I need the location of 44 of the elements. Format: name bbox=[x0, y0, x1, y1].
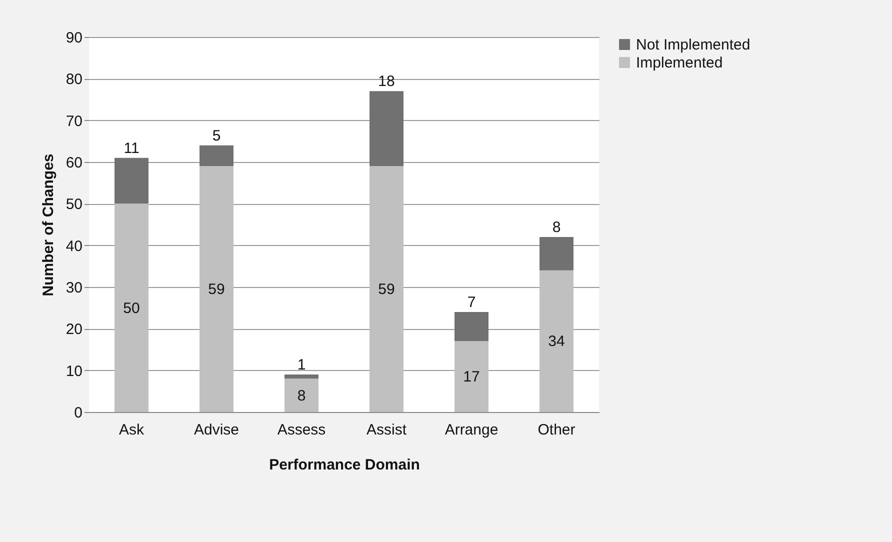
x-tick-label: Advise bbox=[194, 422, 240, 438]
y-tick-label: 0 bbox=[74, 404, 82, 422]
data-label: 8 bbox=[297, 387, 306, 404]
bar bbox=[454, 312, 488, 342]
data-label: 1 bbox=[297, 356, 306, 374]
bar bbox=[454, 341, 488, 412]
y-tick-label: 60 bbox=[66, 154, 82, 172]
bar bbox=[284, 378, 318, 412]
x-tick-label: Arrange bbox=[444, 422, 498, 438]
y-tick-label: 40 bbox=[66, 238, 82, 255]
legend-label: Implemented bbox=[636, 54, 723, 72]
y-tick-label: 10 bbox=[66, 362, 82, 380]
y-tick-label: 90 bbox=[66, 30, 82, 46]
data-label: 59 bbox=[378, 281, 395, 298]
data-label: 11 bbox=[124, 140, 140, 157]
bar bbox=[114, 204, 148, 412]
y-tick-label: 20 bbox=[66, 321, 82, 338]
y-tick-label: 70 bbox=[66, 112, 82, 130]
data-label: 8 bbox=[552, 219, 561, 236]
bar bbox=[114, 158, 148, 204]
x-tick-label: Assist bbox=[366, 422, 408, 438]
y-tick-label: 80 bbox=[66, 71, 82, 88]
bar bbox=[540, 237, 574, 270]
x-tick-label: Other bbox=[538, 422, 576, 438]
y-tick-label: 50 bbox=[66, 196, 82, 214]
data-label: 50 bbox=[123, 300, 140, 317]
bar bbox=[370, 91, 404, 166]
y-tick-label: 30 bbox=[66, 280, 82, 296]
data-label: 5 bbox=[212, 127, 221, 144]
data-label: 18 bbox=[378, 73, 395, 90]
data-label: 7 bbox=[467, 294, 476, 311]
bar bbox=[284, 374, 318, 379]
x-tick-label: Ask bbox=[118, 422, 144, 438]
bar bbox=[200, 145, 234, 166]
x-axis-title: Performance Domain bbox=[269, 456, 420, 474]
bar bbox=[370, 166, 404, 412]
data-label: 17 bbox=[463, 368, 480, 386]
y-axis-title: Number of Changes bbox=[40, 154, 57, 296]
x-tick-label: Assess bbox=[277, 422, 326, 438]
legend-label: Not Implemented bbox=[636, 36, 750, 54]
data-label: 59 bbox=[208, 281, 225, 298]
bar bbox=[200, 166, 234, 412]
data-label: 34 bbox=[548, 333, 565, 350]
bar bbox=[540, 270, 574, 412]
